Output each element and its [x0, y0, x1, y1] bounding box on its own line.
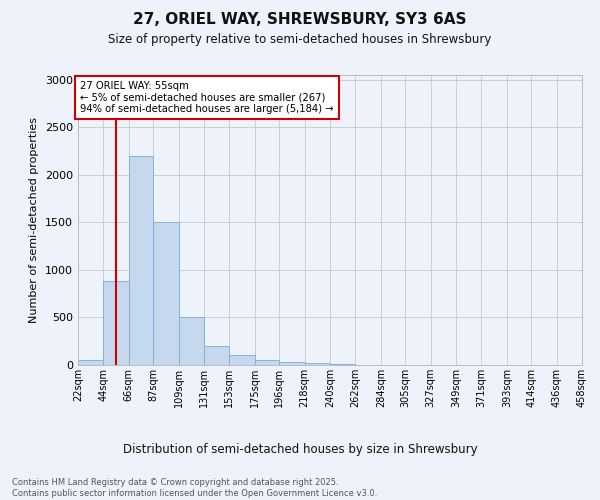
Bar [78, 360, 103, 365]
Bar [129, 156, 153, 365]
Bar [330, 364, 355, 365]
Text: 27, ORIEL WAY, SHREWSBURY, SY3 6AS: 27, ORIEL WAY, SHREWSBURY, SY3 6AS [133, 12, 467, 28]
Text: Contains HM Land Registry data © Crown copyright and database right 2025.
Contai: Contains HM Land Registry data © Crown c… [12, 478, 377, 498]
Bar [255, 360, 279, 365]
Y-axis label: Number of semi-detached properties: Number of semi-detached properties [29, 117, 40, 323]
Text: Size of property relative to semi-detached houses in Shrewsbury: Size of property relative to semi-detach… [109, 32, 491, 46]
Bar [279, 362, 305, 365]
Bar [204, 346, 229, 365]
Bar [179, 318, 204, 365]
Text: 27 ORIEL WAY: 55sqm
← 5% of semi-detached houses are smaller (267)
94% of semi-d: 27 ORIEL WAY: 55sqm ← 5% of semi-detache… [80, 80, 334, 114]
Bar [305, 363, 330, 365]
Bar [103, 282, 129, 365]
Bar [153, 222, 179, 365]
Text: Distribution of semi-detached houses by size in Shrewsbury: Distribution of semi-detached houses by … [122, 442, 478, 456]
Bar [229, 356, 255, 365]
